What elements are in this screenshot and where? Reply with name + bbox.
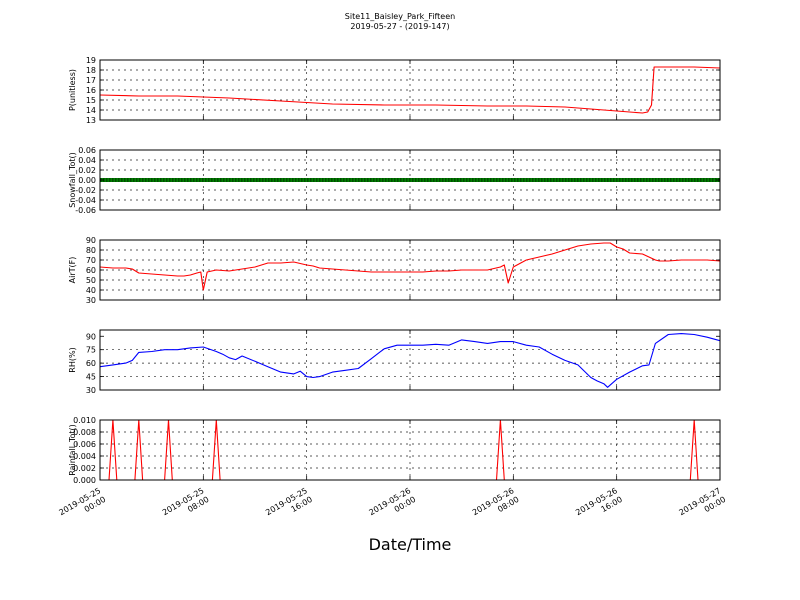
y-tick-label: 60 — [86, 359, 96, 368]
y-tick-label: 60 — [86, 266, 96, 275]
y-tick-label: 16 — [86, 86, 96, 95]
y-axis-label: P(unitless) — [68, 69, 77, 111]
y-tick-label: 0.00 — [78, 176, 96, 185]
y-tick-label: 75 — [86, 346, 96, 355]
y-tick-label: 15 — [86, 96, 96, 105]
y-tick-label: 70 — [86, 256, 96, 265]
y-tick-label: 0.02 — [78, 166, 96, 175]
y-axis-label: Snowfall_Tot() — [68, 152, 77, 208]
y-tick-label: 90 — [86, 236, 96, 245]
y-tick-label: -0.04 — [75, 196, 96, 205]
y-tick-label: 0.008 — [73, 428, 96, 437]
figure-subtitle: 2019-05-27 - (2019-147) — [350, 22, 449, 31]
y-tick-label: 13 — [86, 116, 96, 125]
panel-2: -0.06-0.04-0.020.000.020.040.06Snowfall_… — [68, 146, 721, 215]
y-tick-label: 50 — [86, 276, 96, 285]
y-tick-label: 45 — [86, 373, 96, 382]
x-axis-label: Date/Time — [369, 535, 452, 554]
y-tick-label: 19 — [86, 56, 96, 65]
y-tick-label: 0.010 — [73, 416, 96, 425]
y-tick-label: 30 — [86, 386, 96, 395]
y-axis-label: AirT(F) — [68, 257, 77, 284]
y-tick-label: 0.000 — [73, 476, 96, 485]
y-tick-label: -0.02 — [75, 186, 96, 195]
y-tick-label: 18 — [86, 66, 96, 75]
series-line — [99, 242, 721, 291]
y-tick-label: 30 — [86, 296, 96, 305]
y-tick-label: 14 — [86, 106, 96, 115]
figure-title: Site11_Baisley_Park_Fifteen — [345, 12, 455, 21]
y-tick-label: 80 — [86, 246, 96, 255]
y-tick-label: 0.04 — [78, 156, 96, 165]
series-line — [99, 333, 721, 388]
series-line — [99, 66, 721, 114]
y-tick-label: -0.06 — [75, 206, 96, 215]
y-axis-label: Rainfall_Tot() — [68, 424, 77, 476]
y-axis-label: RH(%) — [68, 347, 77, 372]
y-tick-label: 0.006 — [73, 440, 96, 449]
y-tick-label: 40 — [86, 286, 96, 295]
y-tick-label: 0.004 — [73, 452, 96, 461]
panel-5: 0.000 0.002 0.004 0.006 0.008 0.010Rainfall_T… — [68, 416, 721, 485]
y-tick-label: 90 — [86, 332, 96, 341]
y-tick-label: 0.002 — [73, 464, 96, 473]
panel-4: 30 45 60 75 90 RH(%) — [68, 329, 721, 395]
y-tick-label: 17 — [86, 76, 96, 85]
y-tick-label: 0.06 — [78, 146, 96, 155]
